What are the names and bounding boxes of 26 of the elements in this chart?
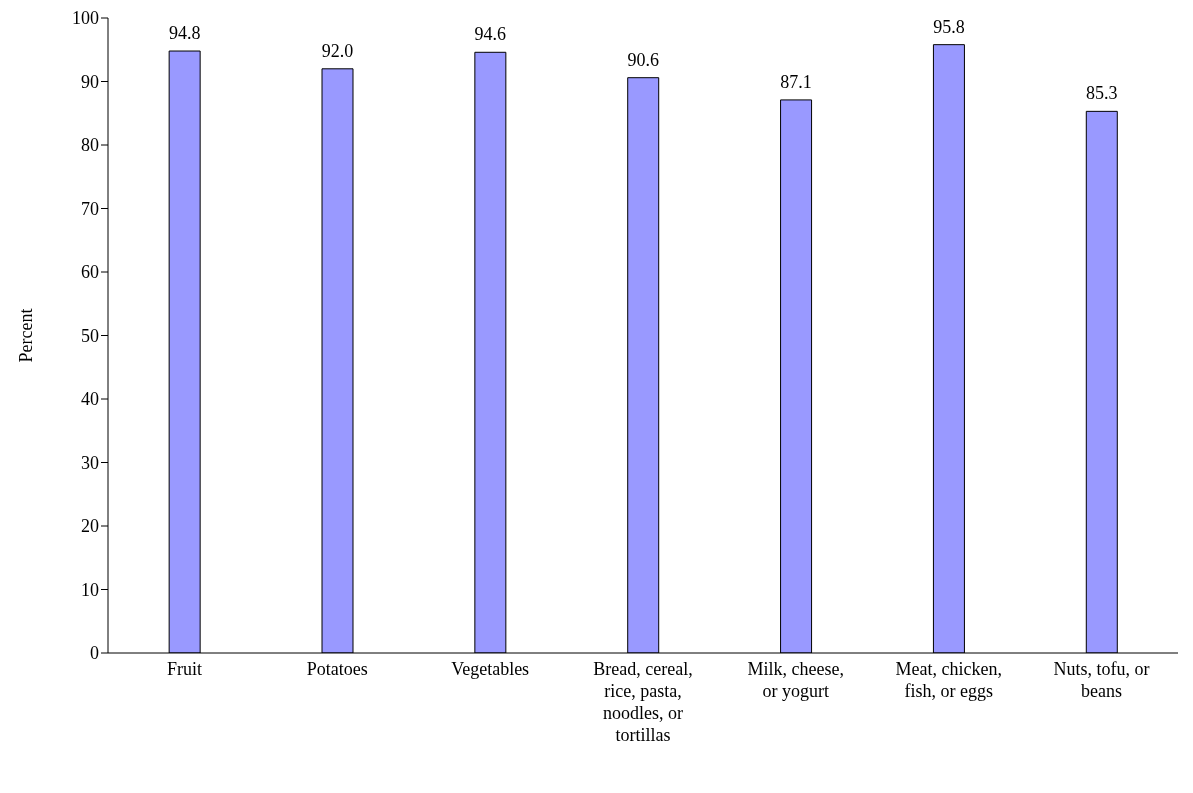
y-tick-label: 0: [90, 643, 99, 664]
y-tick-label: 50: [81, 325, 99, 346]
x-tick-label: Bread, cereal, rice, pasta, noodles, or tortillas: [593, 659, 693, 745]
x-tick-label: Potatoes: [306, 659, 368, 679]
x-tick-label: Vegetables: [451, 659, 530, 679]
data-label: 90.6: [627, 49, 659, 70]
y-tick-label: 70: [81, 198, 99, 219]
x-tick-label: Nuts, tofu, or beans: [1053, 659, 1150, 701]
y-tick-label: 90: [81, 71, 99, 92]
x-tick-label: Fruit: [166, 659, 202, 679]
data-label: 94.8: [168, 23, 201, 44]
data-label: 95.8: [933, 16, 965, 37]
x-tick-label: Meat, chicken, fish, or eggs: [895, 659, 1002, 701]
data-label: 87.1: [780, 71, 812, 92]
y-tick-label: 40: [81, 389, 99, 410]
y-tick-label: 30: [81, 452, 99, 473]
y-axis-title: Percent: [16, 308, 37, 363]
data-label: 92.0: [321, 40, 354, 61]
x-tick-label: Milk, cheese, or yogurt: [747, 659, 845, 701]
y-tick-label: 100: [72, 8, 99, 29]
data-label: 85.3: [1086, 83, 1118, 104]
y-tick-label: 20: [81, 516, 99, 537]
y-tick-label: 80: [81, 135, 99, 156]
y-tick-label: 10: [81, 579, 99, 600]
y-tick-label: 60: [81, 262, 99, 283]
data-label: 94.6: [474, 24, 507, 45]
